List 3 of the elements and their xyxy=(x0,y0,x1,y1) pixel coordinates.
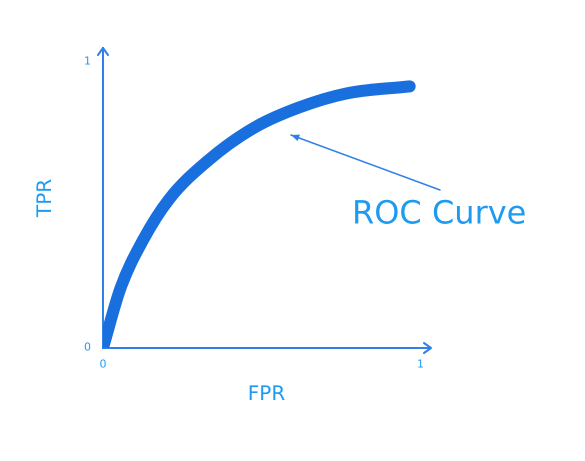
x-axis-title: FPR xyxy=(248,381,286,406)
annotation: ROC Curve xyxy=(352,193,526,232)
y-axis-title: TPR xyxy=(32,178,56,218)
